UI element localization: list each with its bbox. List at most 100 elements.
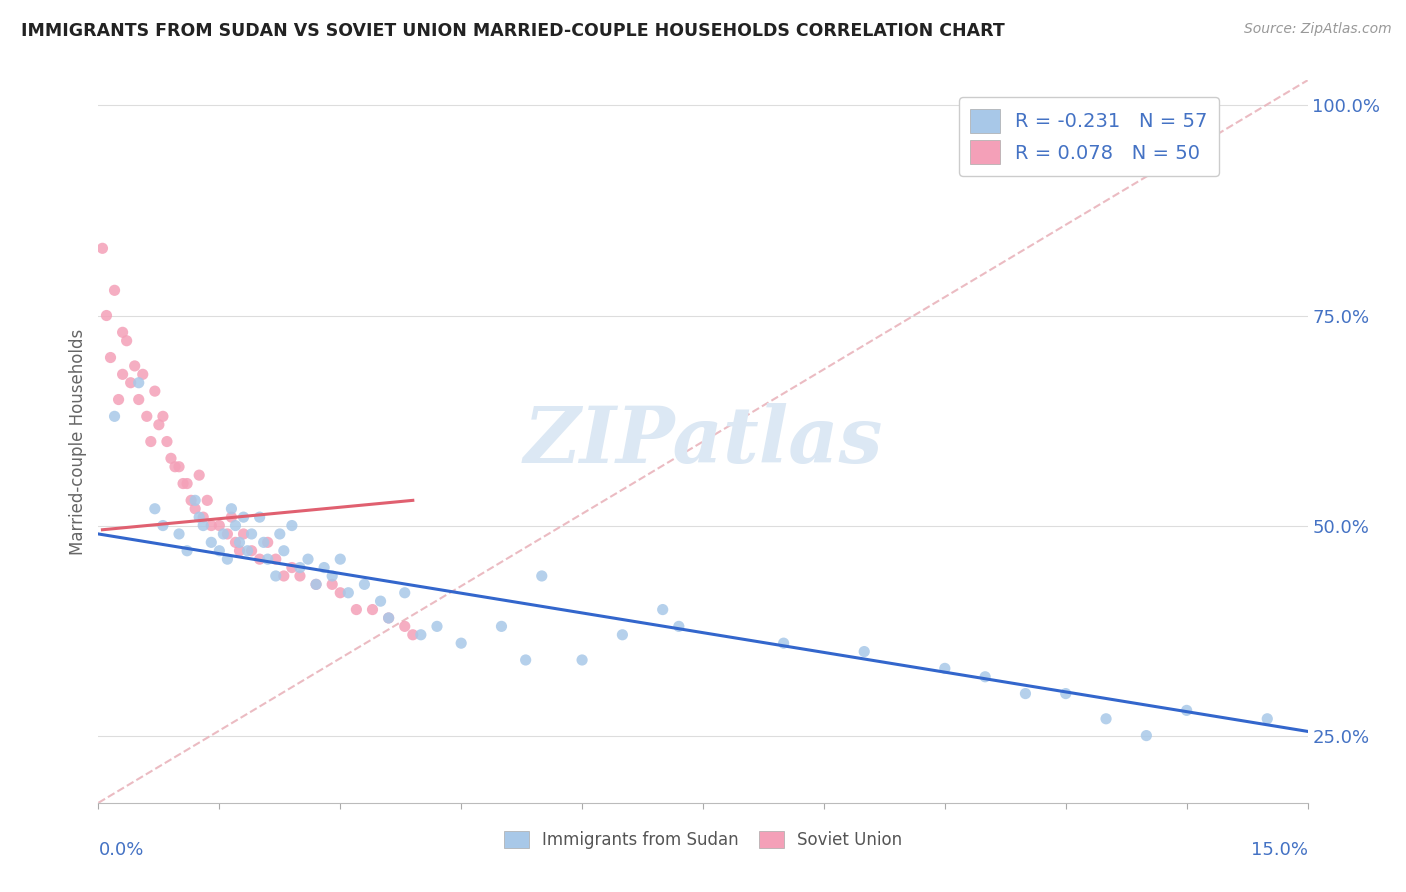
Point <box>208 543 231 558</box>
Point <box>1175 703 1198 717</box>
Point <box>1095 712 1118 726</box>
Point <box>124 359 146 373</box>
Point <box>221 510 243 524</box>
Point <box>228 543 250 558</box>
Point <box>212 527 235 541</box>
Point <box>132 368 155 382</box>
Point <box>180 493 202 508</box>
Point <box>281 560 304 574</box>
Point <box>156 434 179 449</box>
Point <box>668 619 690 633</box>
Point <box>135 409 157 424</box>
Point <box>394 619 416 633</box>
Point <box>772 636 794 650</box>
Point <box>273 569 295 583</box>
Point <box>249 510 271 524</box>
Point <box>305 577 328 591</box>
Point <box>115 334 138 348</box>
Point <box>240 543 263 558</box>
Point <box>167 527 190 541</box>
Point <box>148 417 170 432</box>
Point <box>1256 712 1278 726</box>
Point <box>111 368 134 382</box>
Point <box>224 518 246 533</box>
Point <box>297 552 319 566</box>
Point <box>515 653 537 667</box>
Point <box>111 326 134 340</box>
Point <box>120 376 142 390</box>
Point <box>217 552 239 566</box>
Point <box>571 653 593 667</box>
Point <box>100 351 122 365</box>
Point <box>353 577 375 591</box>
Point <box>139 434 162 449</box>
Text: 0.0%: 0.0% <box>98 840 143 859</box>
Point <box>974 670 997 684</box>
Point <box>256 552 278 566</box>
Point <box>491 619 513 633</box>
Point <box>377 611 399 625</box>
Point <box>188 468 211 483</box>
Point <box>256 535 278 549</box>
Point <box>91 241 114 255</box>
Point <box>172 476 194 491</box>
Point <box>281 518 304 533</box>
Point <box>288 560 311 574</box>
Point <box>409 628 432 642</box>
Point <box>329 586 352 600</box>
Point <box>249 552 271 566</box>
Point <box>224 535 246 549</box>
Point <box>96 309 118 323</box>
Point <box>934 661 956 675</box>
Point <box>273 543 295 558</box>
Point <box>200 518 222 533</box>
Point <box>193 518 215 533</box>
Point <box>1054 687 1077 701</box>
Point <box>426 619 449 633</box>
Point <box>217 527 239 541</box>
Point <box>264 569 287 583</box>
Point <box>450 636 472 650</box>
Point <box>193 510 215 524</box>
Point <box>530 569 553 583</box>
Point <box>305 577 328 591</box>
Point <box>103 409 125 424</box>
Text: ZIPatlas: ZIPatlas <box>523 403 883 480</box>
Point <box>1135 729 1157 743</box>
Point <box>288 569 311 583</box>
Point <box>188 510 211 524</box>
Point <box>143 501 166 516</box>
Point <box>103 283 125 297</box>
Point <box>344 602 367 616</box>
Legend: Immigrants from Sudan, Soviet Union: Immigrants from Sudan, Soviet Union <box>498 824 908 856</box>
Point <box>253 535 276 549</box>
Point <box>321 577 343 591</box>
Point <box>184 501 207 516</box>
Point <box>269 527 291 541</box>
Point <box>107 392 129 407</box>
Point <box>329 552 352 566</box>
Point <box>1014 687 1036 701</box>
Point <box>176 476 198 491</box>
Point <box>152 518 174 533</box>
Text: Source: ZipAtlas.com: Source: ZipAtlas.com <box>1244 22 1392 37</box>
Text: IMMIGRANTS FROM SUDAN VS SOVIET UNION MARRIED-COUPLE HOUSEHOLDS CORRELATION CHAR: IMMIGRANTS FROM SUDAN VS SOVIET UNION MA… <box>21 22 1005 40</box>
Point <box>176 543 198 558</box>
Text: 15.0%: 15.0% <box>1250 840 1308 859</box>
Point <box>377 611 399 625</box>
Point <box>184 493 207 508</box>
Point <box>232 527 254 541</box>
Point <box>128 392 150 407</box>
Point <box>314 560 336 574</box>
Y-axis label: Married-couple Households: Married-couple Households <box>69 328 87 555</box>
Point <box>402 628 425 642</box>
Point <box>195 493 218 508</box>
Point <box>321 569 343 583</box>
Point <box>612 628 634 642</box>
Point <box>232 510 254 524</box>
Point <box>853 644 876 658</box>
Point <box>152 409 174 424</box>
Point <box>394 586 416 600</box>
Point <box>370 594 392 608</box>
Point <box>163 459 186 474</box>
